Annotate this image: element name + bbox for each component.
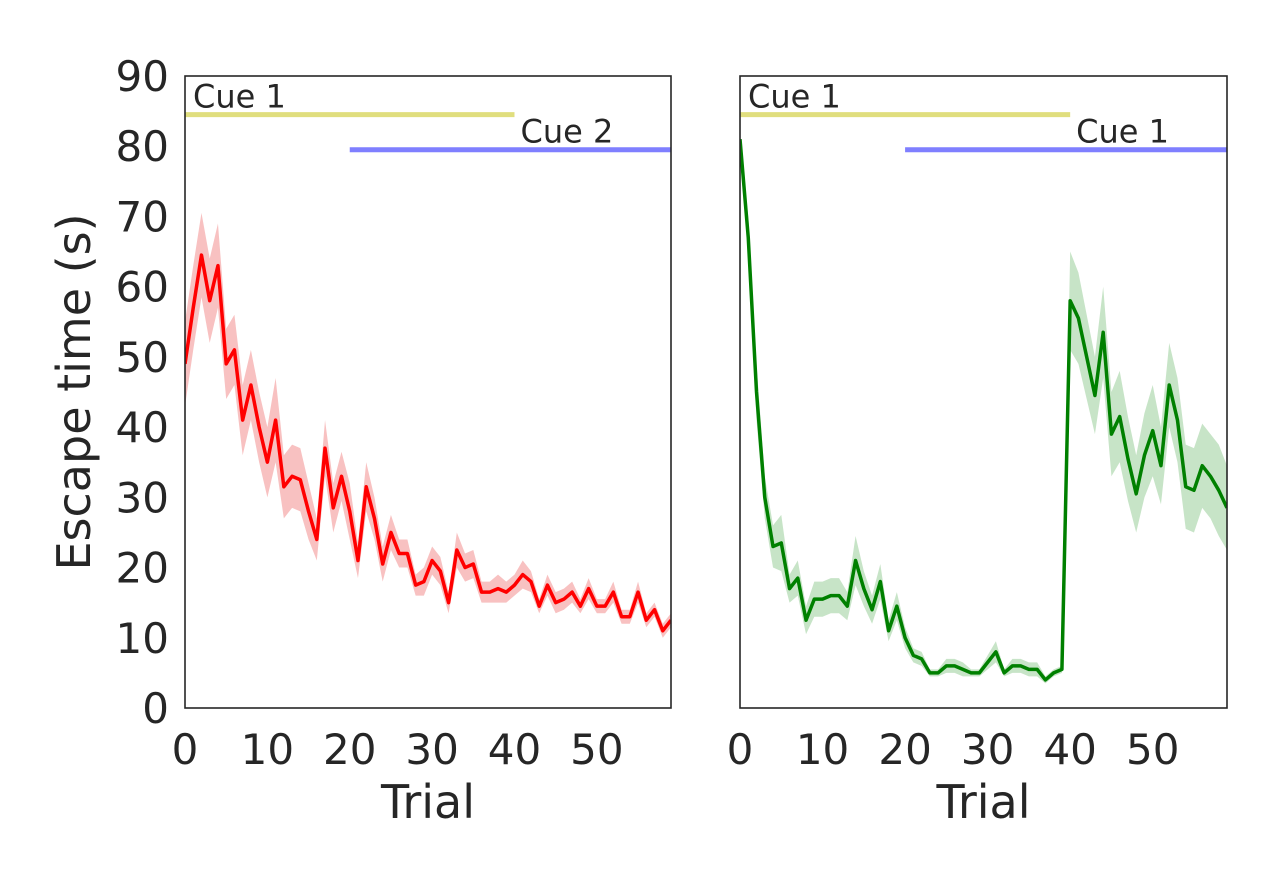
- x-tick-label: 20: [323, 725, 376, 774]
- x-tick-label: 10: [241, 725, 294, 774]
- y-tick-label: 10: [116, 614, 169, 663]
- x-tick-label: 20: [878, 725, 931, 774]
- y-tick-label: 50: [116, 333, 169, 382]
- axes-frame: [184, 75, 672, 709]
- confidence-band: [185, 212, 671, 638]
- right-panel: Cue 1 Cue 1 0 10 20 30 40 50 Trial: [727, 75, 1228, 829]
- x-axis-label: Trial: [936, 775, 1031, 829]
- left-panel: Cue 1 Cue 2 0 10 20 30 40 50 0 10 20 30 40 50 60 70 80 90…: [116, 52, 672, 829]
- plot-area: [740, 139, 1227, 684]
- x-tick-label: 10: [796, 725, 849, 774]
- x-tick-label: 0: [727, 725, 754, 774]
- x-tick-label: 50: [570, 725, 623, 774]
- series-line: [740, 139, 1227, 682]
- cue-1-label: Cue 1: [193, 78, 286, 116]
- y-tick-label: 0: [142, 684, 169, 733]
- y-axis-label: Escape time (s): [47, 213, 101, 570]
- axes-frame: [739, 75, 1228, 709]
- x-tick-label: 0: [172, 725, 199, 774]
- y-tick-label: 70: [116, 192, 169, 241]
- x-tick-label: 40: [488, 725, 541, 774]
- cue-2-label: Cue 2: [520, 113, 613, 151]
- y-tick-label: 90: [116, 52, 169, 101]
- x-tick-label: 30: [961, 725, 1014, 774]
- y-tick-label: 80: [116, 122, 169, 171]
- cue-2-label: Cue 1: [1076, 113, 1169, 151]
- cue-1-label: Cue 1: [748, 78, 841, 116]
- plot-area: [185, 212, 671, 638]
- series-line: [185, 253, 671, 633]
- y-tick-label: 40: [116, 403, 169, 452]
- y-tick-label: 30: [116, 473, 169, 522]
- y-tick-label: 60: [116, 263, 169, 312]
- y-tick-label: 20: [116, 544, 169, 593]
- x-tick-label: 40: [1043, 725, 1096, 774]
- x-tick-label: 50: [1126, 725, 1179, 774]
- x-axis-label: Trial: [380, 775, 475, 829]
- x-tick-label: 30: [405, 725, 458, 774]
